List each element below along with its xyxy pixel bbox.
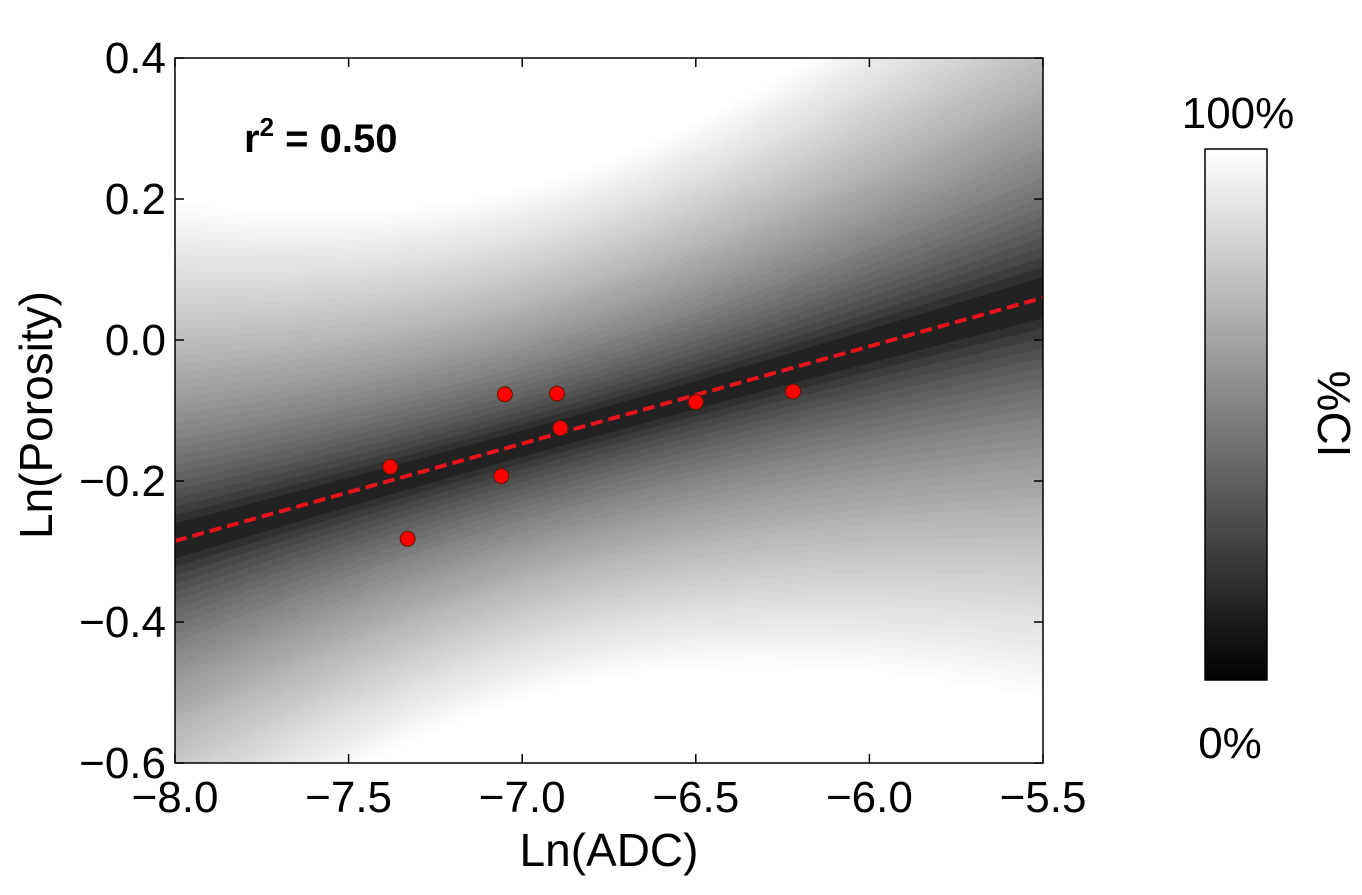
- y-tick-label: −0.4: [79, 598, 166, 647]
- colorbar-axis-label: %CI: [1308, 371, 1360, 458]
- y-tick-label: −0.6: [79, 739, 166, 788]
- x-axis-label: Ln(ADC): [520, 824, 699, 876]
- r-squared-annotation: r2 = 0.50: [244, 112, 397, 161]
- y-tick-label: 0.2: [105, 175, 166, 224]
- data-point: [552, 420, 569, 437]
- data-point: [399, 530, 416, 547]
- plot-frame: [174, 57, 1044, 764]
- x-tick-label: −6.5: [652, 773, 739, 822]
- y-tick-label: 0.0: [105, 316, 166, 365]
- x-tick-label: −7.5: [305, 773, 392, 822]
- data-point: [493, 468, 510, 485]
- colorbar-bottom-label: 0%: [1198, 719, 1262, 768]
- y-tick-labels: −0.6 −0.4 −0.2 0.0 0.2 0.4: [79, 34, 166, 788]
- x-tick-label: −5.5: [1000, 773, 1087, 822]
- data-points: [382, 383, 802, 547]
- data-point: [548, 385, 565, 402]
- x-tick-label: −7.0: [479, 773, 566, 822]
- x-tick-label: −6.0: [826, 773, 913, 822]
- y-tick-label: 0.4: [105, 34, 166, 83]
- data-point: [496, 386, 513, 403]
- colorbar-top-label: 100%: [1182, 89, 1295, 138]
- regression-line: [175, 295, 1043, 543]
- x-tick-label: −8.0: [132, 773, 219, 822]
- axis-ticks: [174, 57, 1044, 764]
- colorbar: [1204, 148, 1268, 681]
- data-point: [687, 394, 704, 411]
- x-tick-labels: −8.0 −7.5 −7.0 −6.5 −6.0 −5.5: [132, 773, 1087, 822]
- y-tick-label: −0.2: [79, 457, 166, 506]
- data-point: [382, 458, 399, 475]
- y-axis-label: Ln(Porosity): [10, 291, 62, 539]
- data-point: [785, 383, 802, 400]
- ci-band: [175, 58, 1043, 763]
